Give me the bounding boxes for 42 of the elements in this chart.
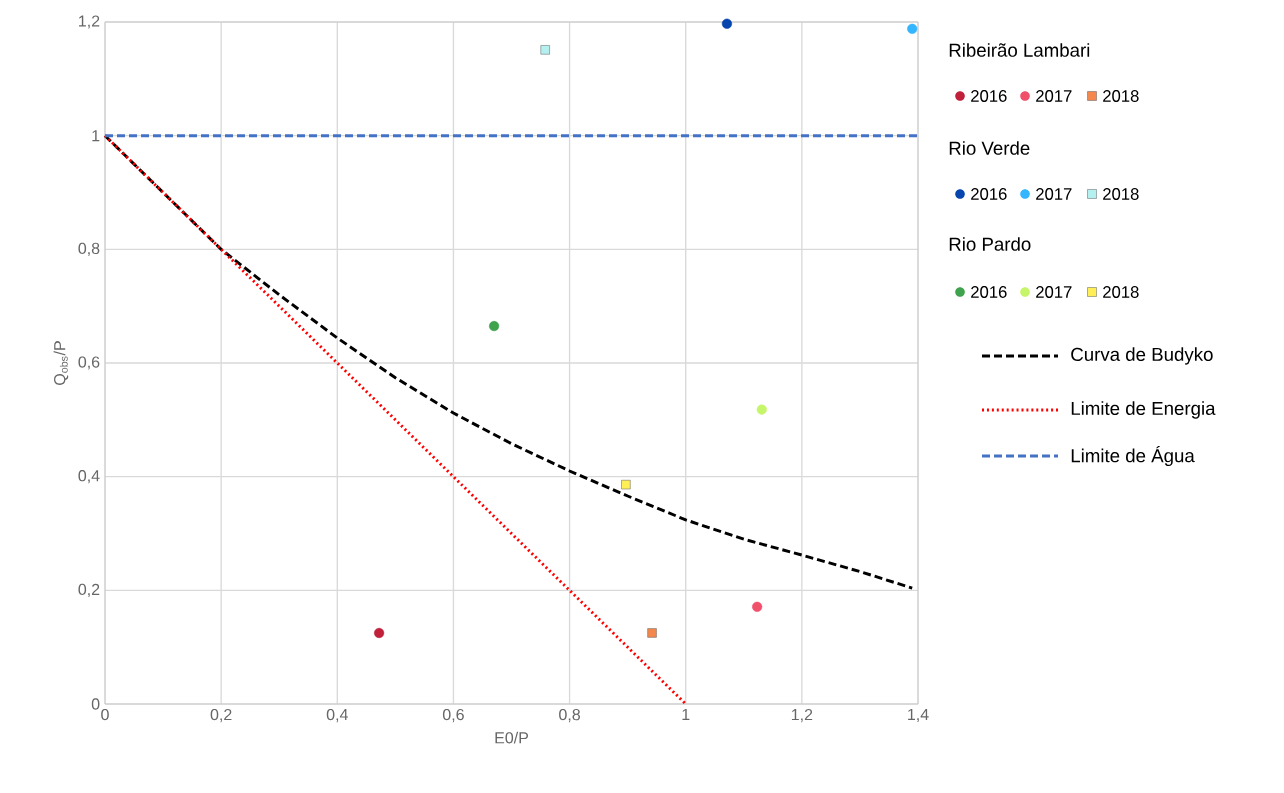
point bbox=[756, 404, 767, 415]
text: Ribeirão Lambari bbox=[949, 43, 1090, 57]
point bbox=[721, 18, 733, 29]
legend-label: 2016 bbox=[971, 90, 1007, 102]
legend-label: 2018 bbox=[1103, 90, 1139, 102]
x-tick-label: 1,2 bbox=[791, 708, 813, 723]
y-tick-label: 1 bbox=[92, 130, 100, 142]
legend-label: 2017 bbox=[1036, 188, 1072, 200]
legend-label: Curva de Budyko bbox=[1071, 347, 1213, 365]
point bbox=[489, 320, 500, 332]
x-tick-label: 0,8 bbox=[559, 708, 580, 723]
y-tick-label: 1,2 bbox=[79, 15, 100, 29]
line-series bbox=[103, 134, 914, 590]
y-tick-label: 0 bbox=[91, 698, 100, 710]
y-tick-label: 0,6 bbox=[78, 356, 100, 370]
point bbox=[621, 479, 631, 490]
x-tick-label: 1,4 bbox=[908, 708, 929, 722]
x-tick-label: 0,2 bbox=[210, 708, 232, 723]
legend-label: Limite de Água bbox=[1071, 445, 1195, 467]
text: Rio Pardo bbox=[949, 237, 1031, 251]
x-tick-label: 1 bbox=[682, 708, 690, 720]
point bbox=[374, 627, 385, 639]
legend-label: Limite de Energia bbox=[1071, 401, 1216, 419]
legend-label: 2017 bbox=[1036, 90, 1072, 102]
y-tick-label: 0,8 bbox=[78, 242, 100, 256]
x-tick-label: 0,4 bbox=[326, 708, 348, 723]
x-axis-title: E0/P bbox=[495, 731, 529, 744]
legend-label: 2018 bbox=[1103, 286, 1139, 298]
legend-label: 2016 bbox=[971, 286, 1007, 298]
y-axis-title: Q$_{obs}$/P bbox=[53, 341, 69, 385]
legend-label: 2017 bbox=[1036, 286, 1072, 298]
point bbox=[907, 23, 918, 34]
y-tick-label: 0,2 bbox=[78, 583, 100, 597]
text: Rio Verde bbox=[949, 141, 1030, 155]
y-tick-label: 0,4 bbox=[78, 470, 100, 484]
x-tick-label: 0 bbox=[101, 708, 109, 721]
legend-label: 2018 bbox=[1103, 188, 1139, 200]
point bbox=[540, 45, 550, 55]
legend-label: 2016 bbox=[971, 188, 1007, 200]
point bbox=[647, 628, 657, 638]
x-tick-label: 0,6 bbox=[442, 708, 464, 723]
point bbox=[752, 601, 763, 612]
